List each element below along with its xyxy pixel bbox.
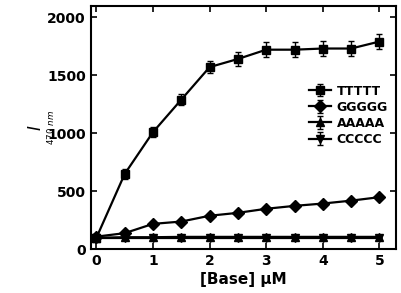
- Text: $_{470\ nm}$: $_{470\ nm}$: [45, 110, 57, 145]
- Text: $I$: $I$: [26, 124, 45, 131]
- Legend: TTTTT, GGGGG, AAAAA, CCCCC: TTTTT, GGGGG, AAAAA, CCCCC: [306, 82, 389, 149]
- X-axis label: [Base] μM: [Base] μM: [200, 272, 286, 287]
